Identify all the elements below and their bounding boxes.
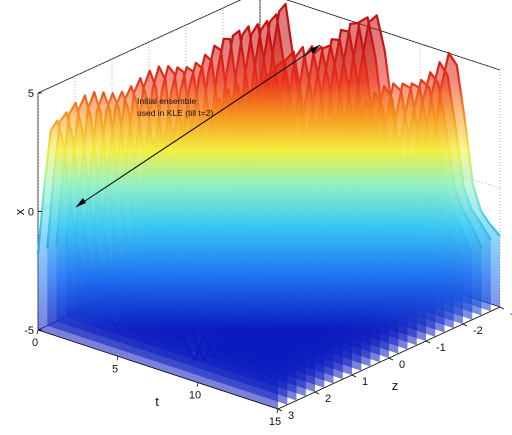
tick-label-x: -5 xyxy=(24,325,34,337)
tick-label-t: 5 xyxy=(112,363,118,375)
tick-label-z: 0 xyxy=(399,359,405,371)
surface-line xyxy=(83,91,326,334)
t-axis-label: t xyxy=(155,394,159,409)
z-axis-label: z xyxy=(392,378,399,393)
tick-label-z: 1 xyxy=(362,376,368,388)
tick-mark-z xyxy=(462,323,468,327)
annotation-arrow xyxy=(75,44,321,208)
tick-mark-t xyxy=(276,408,279,414)
surface-line xyxy=(36,119,279,362)
box-edge-top-left xyxy=(37,0,242,94)
surface-line xyxy=(240,19,483,248)
annotation-line-1: Initial ensemble xyxy=(137,96,196,106)
tick-mark-z xyxy=(314,391,320,395)
tick-label-x: 5 xyxy=(28,88,34,100)
surface-line xyxy=(221,25,465,263)
tick-label-x: 0 xyxy=(28,207,34,219)
box-edge-floor-front xyxy=(37,329,279,410)
surface-strip xyxy=(38,120,278,409)
surface-line xyxy=(212,29,455,265)
tick-label-z: -3 xyxy=(510,308,512,320)
tick-mark-t xyxy=(196,382,199,387)
tick-label-t: 10 xyxy=(189,390,201,402)
tick-mark-z xyxy=(425,340,431,344)
annotation-arrowhead-start xyxy=(76,198,86,207)
surface-mesh xyxy=(36,2,501,409)
tick-mark-t xyxy=(36,329,39,335)
tick-label-t: 0 xyxy=(32,337,38,349)
tick-mark-z xyxy=(388,357,394,361)
x-axis-label: x xyxy=(12,208,27,215)
tick-label-z: 2 xyxy=(325,393,331,405)
tick-mark-z xyxy=(351,374,357,378)
tick-label-z: -1 xyxy=(436,342,446,354)
tick-label-z: 3 xyxy=(288,410,294,422)
tick-mark-z xyxy=(499,306,505,310)
surface-line xyxy=(157,66,400,286)
annotation: Initial ensemble used in KLE (till t=2) xyxy=(75,44,321,208)
tick-mark-t xyxy=(116,356,119,361)
tick-label-z: -2 xyxy=(473,325,483,337)
tick-label-t: 15 xyxy=(269,416,281,428)
surface-line xyxy=(92,92,335,327)
surface-line xyxy=(73,91,316,343)
surface-line xyxy=(231,23,474,257)
annotation-line-2: used in KLE (till t=2) xyxy=(137,108,213,118)
tick-mark-z xyxy=(277,408,283,412)
annotation-arrowhead-end xyxy=(310,45,320,54)
